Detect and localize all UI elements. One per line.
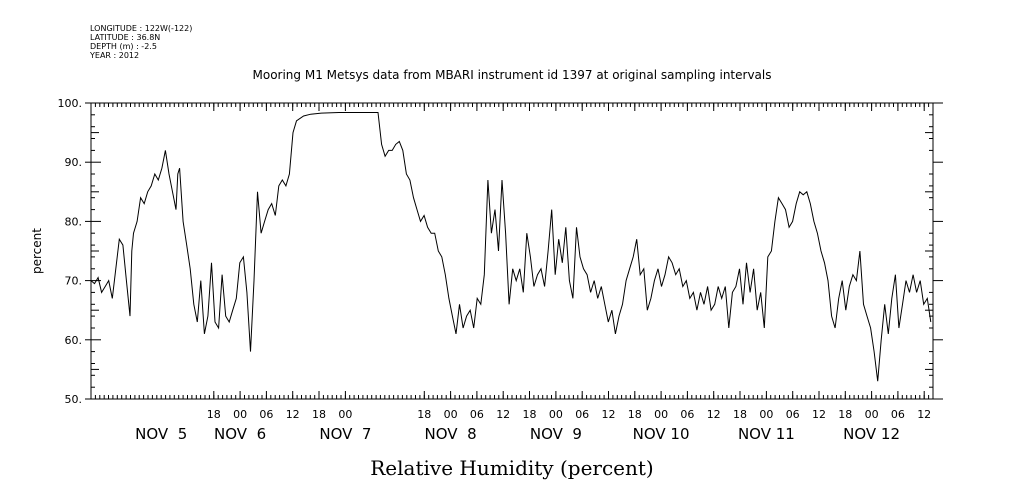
y-axis-label: percent bbox=[30, 228, 44, 274]
x-hour-tick-label: 18 bbox=[628, 408, 642, 421]
x-hour-tick-label: 12 bbox=[602, 408, 616, 421]
x-hour-tick-label: 18 bbox=[207, 408, 221, 421]
x-hour-tick-label: 12 bbox=[812, 408, 826, 421]
x-hour-tick-label: 06 bbox=[680, 408, 694, 421]
x-day-label: NOV 12 bbox=[843, 425, 900, 443]
major-ticks bbox=[85, 102, 943, 400]
y-axis-labels: 50. 60. 70. 80. 90. 100. bbox=[58, 97, 83, 406]
x-hour-tick-label: 00 bbox=[865, 408, 879, 421]
x-hour-tick-label: 00 bbox=[233, 408, 247, 421]
x-hour-tick-label: 12 bbox=[707, 408, 721, 421]
x-hour-tick-label: 00 bbox=[759, 408, 773, 421]
x-hour-tick-label: 18 bbox=[312, 408, 326, 421]
year-label: YEAR : 2012 bbox=[89, 51, 139, 60]
chart-title: Mooring M1 Metsys data from MBARI instru… bbox=[253, 68, 772, 82]
x-hour-tick-label: 00 bbox=[338, 408, 352, 421]
x-day-label: NOV 10 bbox=[633, 425, 690, 443]
y-tick-label: 50. bbox=[65, 393, 83, 406]
depth-label: DEPTH (m) : -2.5 bbox=[90, 42, 157, 51]
x-hour-tick-label: 12 bbox=[496, 408, 510, 421]
minor-ticks bbox=[90, 103, 934, 399]
x-hour-labels: 18 00 06 12 18 00 18 00 06 12 18 00 06 12 18 00 06 12 18 00… bbox=[207, 408, 931, 421]
x-hour-tick-label: 00 bbox=[654, 408, 668, 421]
x-hour-tick-label: 00 bbox=[549, 408, 563, 421]
y-tick-label: 90. bbox=[65, 156, 83, 169]
x-axis-label: Relative Humidity (percent) bbox=[370, 456, 653, 480]
x-hour-tick-label: 06 bbox=[891, 408, 905, 421]
x-hour-tick-label: 06 bbox=[470, 408, 484, 421]
humidity-series-line bbox=[90, 112, 932, 382]
longitude-label: LONGITUDE : 122W(-122) bbox=[90, 24, 192, 33]
x-day-label: NOV 5 bbox=[135, 425, 187, 443]
x-day-label: NOV 9 bbox=[530, 425, 582, 443]
x-hour-tick-label: 18 bbox=[417, 408, 431, 421]
y-tick-label: 80. bbox=[65, 215, 83, 228]
x-day-label: NOV 7 bbox=[319, 425, 371, 443]
x-hour-tick-label: 18 bbox=[733, 408, 747, 421]
y-tick-label: 70. bbox=[65, 275, 83, 288]
x-hour-tick-label: 06 bbox=[259, 408, 273, 421]
x-hour-tick-label: 06 bbox=[575, 408, 589, 421]
plot-frame bbox=[90, 102, 934, 400]
x-day-labels: NOV 5 NOV 6 NOV 7 NOV 8 NOV 9 NOV 10 NOV 11 NOV… bbox=[135, 425, 900, 443]
y-tick-label: 60. bbox=[65, 334, 83, 347]
x-day-label: NOV 6 bbox=[214, 425, 266, 443]
x-hour-tick-label: 00 bbox=[444, 408, 458, 421]
x-day-label: NOV 11 bbox=[738, 425, 795, 443]
x-hour-tick-label: 06 bbox=[786, 408, 800, 421]
x-day-label: NOV 8 bbox=[425, 425, 477, 443]
x-hour-tick-label: 12 bbox=[917, 408, 931, 421]
x-hour-tick-label: 12 bbox=[286, 408, 300, 421]
x-hour-tick-label: 18 bbox=[838, 408, 852, 421]
y-tick-label: 100. bbox=[58, 97, 83, 110]
latitude-label: LATITUDE : 36.8N bbox=[90, 33, 160, 42]
x-hour-tick-label: 18 bbox=[523, 408, 537, 421]
